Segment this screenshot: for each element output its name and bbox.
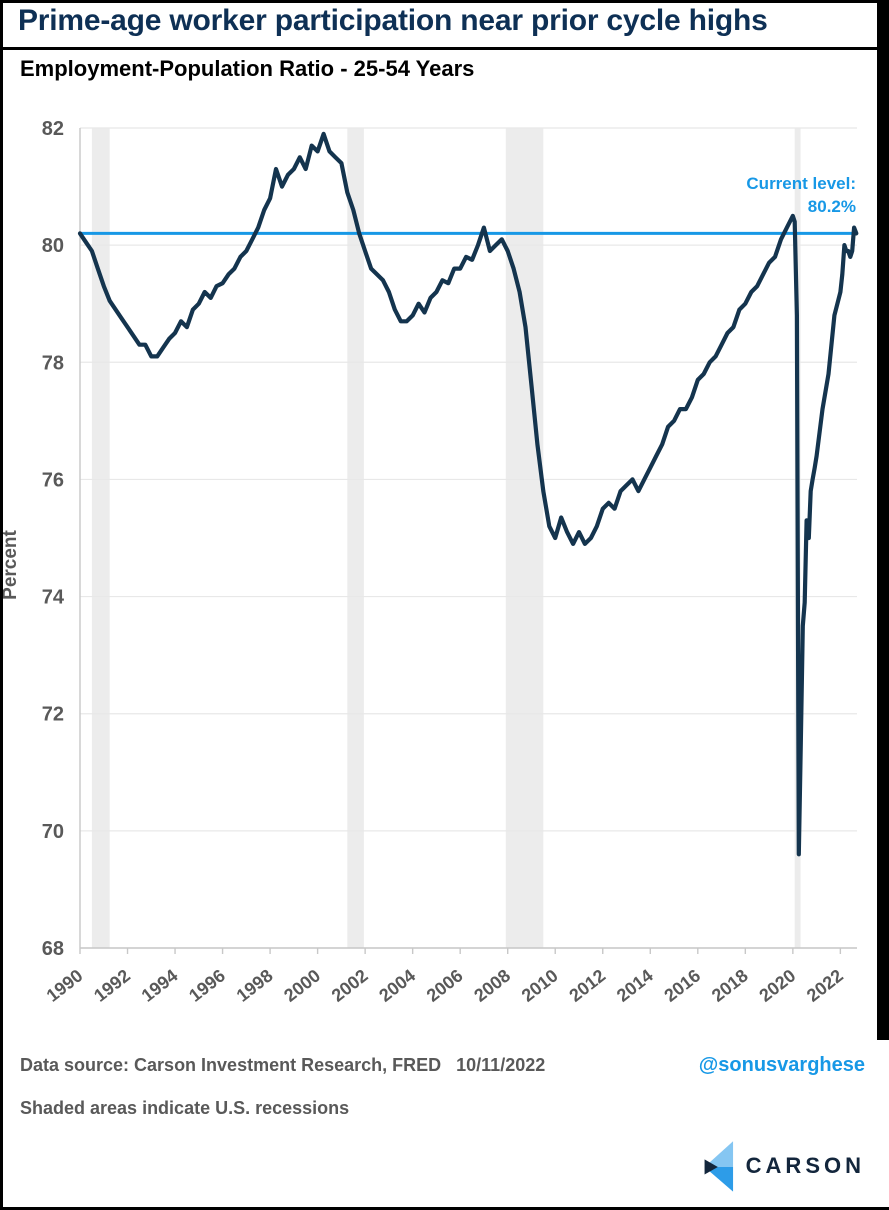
- x-tick-label: 2000: [280, 965, 324, 1005]
- current-level-label: Current level:: [746, 174, 856, 193]
- x-tick-label: 2020: [755, 965, 799, 1005]
- x-tick-label: 2002: [328, 965, 372, 1005]
- recession-band: [505, 128, 544, 948]
- chart-subtitle: Employment-Population Ratio - 25-54 Year…: [20, 56, 475, 81]
- x-tick-label: 2008: [470, 965, 514, 1005]
- recession-note: Shaded areas indicate U.S. recessions: [20, 1098, 350, 1118]
- y-tick-label: 74: [42, 587, 65, 609]
- page-title: Prime-age worker participation near prio…: [18, 4, 768, 37]
- carson-logo: CARSON: [696, 1140, 865, 1192]
- x-tick-label: 2022: [803, 965, 847, 1005]
- y-tick-labels: 68 70 72 74 76 78 80 82: [42, 118, 65, 960]
- x-tick-labels: 1990 1992 1994 1996 1998 2000 2002 2004 2006 2008…: [43, 965, 847, 1005]
- x-tick-label: 2004: [375, 965, 419, 1005]
- x-tick-label: 2016: [660, 965, 704, 1005]
- recession-bands: [91, 128, 801, 948]
- x-tick-label: 2012: [565, 965, 609, 1005]
- x-tick-label: 1996: [185, 965, 229, 1005]
- y-tick-label: 72: [42, 704, 64, 726]
- x-tick-label: 1990: [43, 965, 87, 1005]
- y-tick-label: 76: [42, 469, 64, 491]
- axes: [79, 128, 857, 954]
- y-tick-label: 82: [42, 118, 64, 140]
- y-tick-label: 80: [42, 235, 64, 257]
- data-source-text: Data source: Carson Investment Research,…: [20, 1055, 442, 1075]
- x-tick-label: 1992: [90, 965, 134, 1005]
- carson-wordmark: CARSON: [745, 1153, 865, 1178]
- title-divider: [0, 47, 889, 50]
- x-tick-label: 2006: [423, 965, 467, 1005]
- y-tick-label: 70: [42, 821, 64, 843]
- current-level-value: 80.2%: [807, 197, 856, 216]
- x-tick-label: 2018: [708, 965, 752, 1005]
- current-level-annotation: Current level: 80.2%: [746, 172, 856, 218]
- x-tick-label: 1994: [138, 965, 182, 1005]
- as-of-date: 10/11/2022: [456, 1055, 546, 1075]
- x-tick-label: 1998: [233, 965, 277, 1005]
- twitter-handle[interactable]: @sonusvarghese: [698, 1054, 865, 1076]
- gridlines: [80, 127, 857, 949]
- y-tick-label: 68: [42, 938, 64, 960]
- y-axis-title: Percent: [0, 529, 21, 599]
- epop-series-line: [77, 131, 859, 857]
- x-tick-label: 2014: [613, 965, 657, 1005]
- recession-band: [91, 128, 110, 948]
- recession-band: [347, 128, 364, 948]
- y-tick-label: 78: [42, 352, 64, 374]
- x-tick-label: 2010: [518, 965, 562, 1005]
- carson-logo-icon: [704, 1141, 733, 1192]
